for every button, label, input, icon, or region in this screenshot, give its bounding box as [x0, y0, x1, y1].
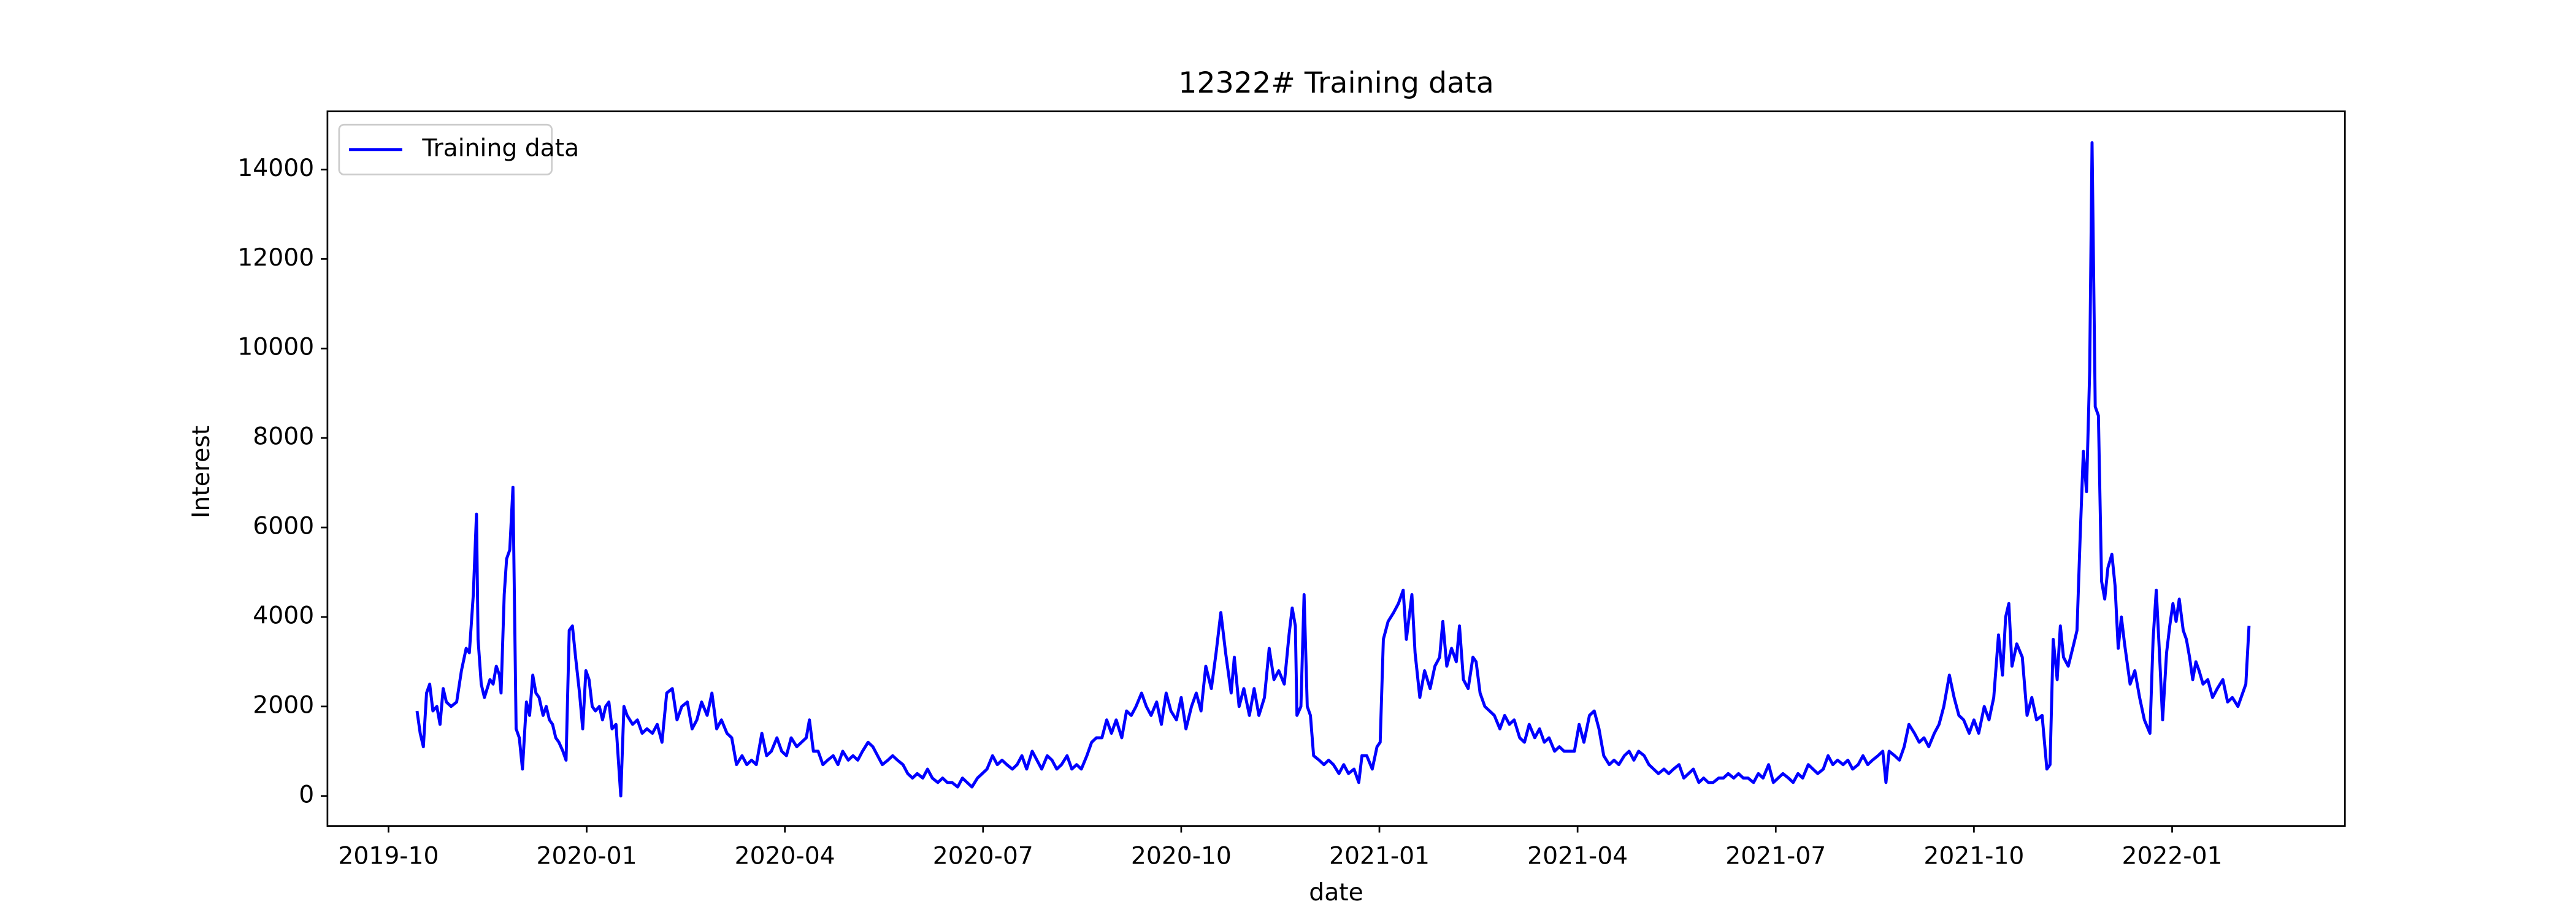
y-tick-label: 6000: [253, 513, 314, 540]
y-tick-label: 10000: [237, 334, 314, 361]
x-tick-label: 2021-10: [1923, 843, 2024, 870]
x-tick-label: 2022-01: [2122, 843, 2222, 870]
x-tick-label: 2020-07: [933, 843, 1033, 870]
x-tick-label: 2020-04: [735, 843, 835, 870]
y-tick-label: 12000: [237, 244, 314, 272]
y-tick-label: 4000: [253, 602, 314, 629]
x-tick-label: 2021-01: [1329, 843, 1430, 870]
x-tick-label: 2021-07: [1725, 843, 1826, 870]
x-tick-label: 2021-04: [1527, 843, 1628, 870]
x-tick-label: 2019-10: [338, 843, 439, 870]
legend-box: [338, 123, 553, 175]
y-tick-label: 2000: [253, 691, 314, 719]
x-tick-label: 2020-10: [1131, 843, 1232, 870]
y-tick-label: 0: [299, 781, 314, 808]
plot-frame: [326, 110, 2346, 827]
y-tick-label: 8000: [253, 423, 314, 451]
chart-title: 12322# Training data: [1178, 66, 1494, 100]
data-line: [415, 141, 2251, 798]
x-axis-label: date: [1309, 879, 1363, 907]
legend-label: Training data: [421, 134, 579, 162]
x-tick-label: 2020-01: [536, 843, 637, 870]
y-axis-label: Interest: [188, 426, 215, 518]
y-tick-label: 14000: [237, 155, 314, 182]
